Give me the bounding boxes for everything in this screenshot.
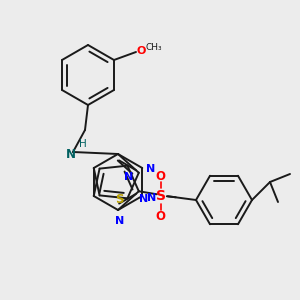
Text: O: O — [136, 46, 146, 56]
Text: N: N — [147, 193, 156, 203]
Text: N: N — [146, 164, 155, 174]
Text: CH₃: CH₃ — [146, 43, 162, 52]
Text: N: N — [116, 216, 124, 226]
Text: H: H — [79, 139, 87, 149]
Text: N: N — [139, 194, 148, 204]
Text: O: O — [156, 210, 166, 223]
Text: O: O — [156, 170, 166, 183]
Text: S: S — [156, 189, 166, 203]
Text: S: S — [115, 193, 124, 206]
Text: N: N — [66, 148, 76, 160]
Text: N: N — [124, 172, 133, 182]
